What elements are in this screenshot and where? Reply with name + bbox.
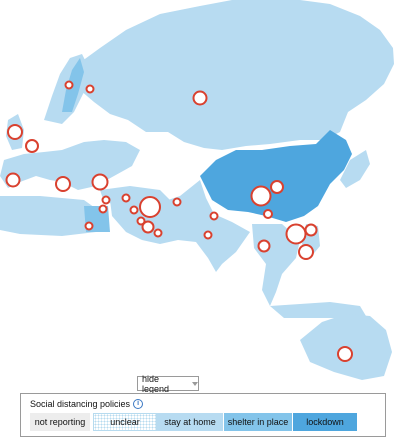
bubble-hong-kong[interactable] [298,244,314,260]
region-japan[interactable] [340,150,370,188]
bubble-finland[interactable] [85,84,95,94]
legend-item-shelter-in-place[interactable]: shelter in place [224,413,292,431]
bubble-italy[interactable] [55,176,71,192]
bubble-afghanistan[interactable] [172,197,182,207]
bubble-saudi[interactable] [129,205,139,215]
bubble-france[interactable] [5,172,21,188]
bubble-norway[interactable] [64,80,74,90]
bubble-kuwait[interactable] [136,216,146,226]
bubble-netherlands[interactable] [25,139,39,153]
legend-item-lockdown[interactable]: lockdown [293,413,357,431]
legend-item-label: not reporting [34,417,86,427]
bubble-taiwan[interactable] [304,223,318,237]
legend-title-row: Social distancing policies i [30,399,144,409]
bubble-china-central[interactable] [263,209,273,219]
region-russia[interactable] [78,0,394,150]
legend-item-not-reporting[interactable]: not reporting [30,413,90,431]
legend-item-label: unclear [110,417,140,427]
legend-item-unclear[interactable]: unclear [93,413,157,431]
legend-items: not reporting unclear stay at home shelt… [30,413,357,431]
legend-item-label: stay at home [164,417,216,427]
region-indonesia[interactable] [270,302,366,318]
legend-title: Social distancing policies [30,399,131,409]
world-map[interactable] [0,0,406,380]
bubble-egypt[interactable] [84,221,94,231]
legend-item-label: lockdown [306,417,344,427]
bubble-oman[interactable] [153,228,163,238]
bubble-thailand[interactable] [257,239,271,253]
bubble-india-south[interactable] [203,230,213,240]
bubble-israel[interactable] [98,204,108,214]
bubble-uae[interactable] [141,220,155,234]
legend-item-label: shelter in place [227,417,289,427]
bubble-china-west[interactable] [250,185,272,207]
region-china[interactable] [200,130,352,222]
bubble-lebanon[interactable] [101,195,111,205]
bubble-turkey[interactable] [91,173,109,191]
bubble-india-north[interactable] [209,211,219,221]
region-north-africa[interactable] [0,196,98,236]
bubble-russia[interactable] [192,90,208,106]
info-icon[interactable]: i [133,399,144,409]
legend-item-stay-at-home[interactable]: stay at home [157,413,223,431]
bubble-australia[interactable] [337,346,353,362]
legend-panel: Social distancing policies i not reporti… [20,393,386,437]
region-middle-east[interactable] [110,180,250,272]
bubble-uk[interactable] [7,124,23,140]
bubble-iraq[interactable] [121,193,131,203]
hide-legend-button[interactable]: hide legend [137,373,199,394]
bubble-iran[interactable] [139,196,161,218]
chevron-down-icon [192,381,198,386]
bubble-china-north[interactable] [270,180,284,194]
hide-legend-label: hide legend [142,373,170,394]
bubble-china-south[interactable] [285,223,307,245]
